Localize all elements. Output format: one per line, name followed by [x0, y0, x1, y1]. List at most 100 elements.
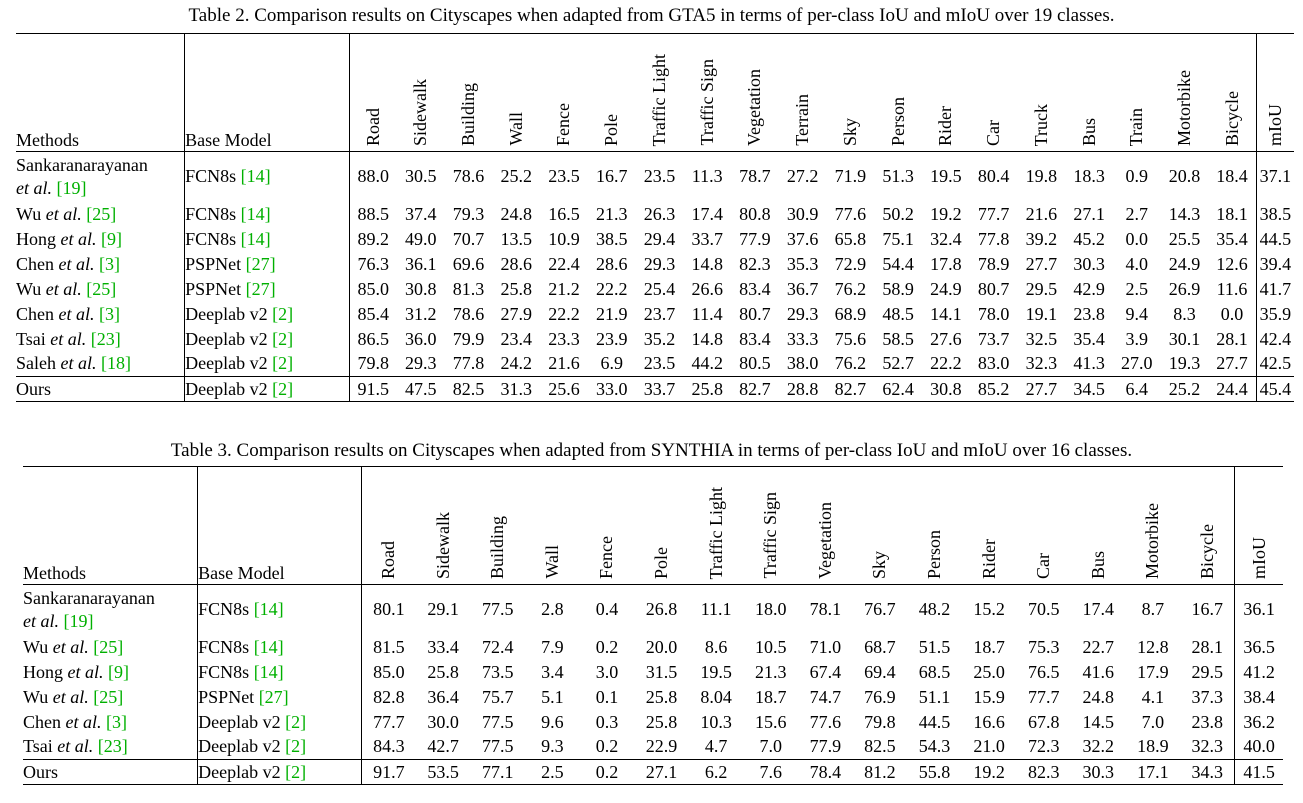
iou-cell-person: 55.8 — [907, 759, 962, 785]
header-class-label: Car — [983, 120, 1004, 146]
method-citation-link[interactable]: [25] — [93, 686, 124, 707]
base-model-citation-link[interactable]: [2] — [272, 303, 294, 324]
base-model-citation-link[interactable]: [2] — [285, 761, 307, 782]
method-citation-link[interactable]: [18] — [101, 353, 131, 374]
iou-cell-sidewalk: 33.4 — [427, 636, 459, 657]
base-model-name: FCN8s — [185, 166, 237, 187]
method-citation-link[interactable]: [25] — [93, 636, 124, 657]
method-citation-link[interactable]: [9] — [108, 661, 129, 682]
header-class-truck: Truck — [1017, 33, 1066, 152]
method-citation-link[interactable]: [9] — [101, 228, 122, 249]
iou-cell-bicycle: 24.4 — [1208, 376, 1257, 402]
base-model-cell: FCN8s [14] — [184, 226, 350, 252]
base-model-citation-link[interactable]: [2] — [285, 711, 307, 732]
iou-cell-bus: 18.3 — [1073, 166, 1105, 187]
iou-cell-person: 54.3 — [918, 736, 951, 757]
iou-cell-traffic-sign: 11.3 — [691, 166, 723, 187]
table-row: Chen et al. [3] PSPNet [27] 76.3 36.1 69.6 28… — [16, 251, 1294, 277]
iou-cell-sidewalk: 49.0 — [405, 228, 437, 249]
method-name: Chen — [16, 303, 54, 324]
base-model-cell: Deeplab v2 [2] — [184, 351, 350, 377]
method-name: Chen — [23, 711, 61, 732]
iou-cell-pole: 20.0 — [645, 636, 678, 657]
base-model-citation-link[interactable]: [27] — [258, 686, 289, 707]
base-model-cell: Deeplab v2 [2] — [184, 301, 350, 327]
iou-cell-sky: 68.7 — [864, 636, 896, 657]
iou-cell-vegetation: 80.7 — [739, 303, 771, 324]
method-name: Tsai — [23, 736, 53, 757]
method-citation-link[interactable]: [3] — [99, 303, 120, 324]
iou-cell-traffic-sign: 33.7 — [691, 228, 723, 249]
iou-cell-car: 83.0 — [977, 353, 1010, 374]
method-citation-link[interactable]: [25] — [86, 203, 117, 224]
header-class-building: Building — [470, 466, 526, 585]
iou-cell-traffic-sign: 26.6 — [691, 278, 723, 299]
iou-cell-building: 77.8 — [452, 353, 485, 374]
iou-cell-building: 77.5 — [482, 736, 514, 757]
iou-cell-bus: 41.3 — [1073, 353, 1105, 374]
method-citation-link[interactable]: [23] — [90, 328, 121, 349]
base-model-citation-link[interactable]: [14] — [253, 636, 284, 657]
iou-cell-traffic-sign: 7.6 — [743, 759, 799, 785]
iou-cell-sky: 68.9 — [834, 303, 867, 324]
table3-caption: Table 3. Comparison results on Cityscape… — [170, 440, 1133, 461]
iou-cell-building: 77.1 — [470, 759, 526, 785]
base-model-citation-link[interactable]: [2] — [272, 353, 294, 374]
iou-cell-car: 70.5 — [1027, 599, 1060, 620]
iou-cell-fence: 22.4 — [548, 253, 580, 274]
base-model-citation-link[interactable]: [14] — [240, 228, 271, 249]
iou-cell-bicycle: 35.4 — [1216, 228, 1248, 249]
table2: Methods Base Model Road Sidewalk Building Wal… — [16, 33, 1294, 402]
miou-cell: 40.0 — [1234, 734, 1283, 760]
iou-cell-bicycle: 12.6 — [1216, 253, 1248, 274]
base-model-citation-link[interactable]: [2] — [285, 736, 307, 757]
method-cell: Chen et al. [3] — [23, 710, 198, 735]
iou-cell-sidewalk: 30.8 — [405, 278, 437, 299]
base-model-citation-link[interactable]: [14] — [240, 203, 271, 224]
iou-cell-bus: 35.4 — [1073, 328, 1105, 349]
iou-cell-car: 77.7 — [977, 203, 1010, 224]
header-class-label: Pole — [601, 113, 622, 146]
header-class-label: Fence — [596, 536, 617, 579]
iou-cell-road: 84.3 — [360, 734, 416, 760]
iou-cell-traffic-sign: 18.0 — [754, 599, 787, 620]
method-etal: et al. — [16, 177, 52, 198]
miou-cell: 35.9 — [1255, 301, 1294, 327]
method-citation-link[interactable]: [3] — [106, 711, 127, 732]
iou-cell-motorbike: 30.1 — [1168, 328, 1201, 349]
iou-cell-vegetation: 82.7 — [731, 376, 779, 402]
iou-cell-vegetation: 83.4 — [739, 278, 771, 299]
iou-cell-motorbike: 20.8 — [1168, 166, 1201, 187]
iou-cell-vegetation: 77.6 — [809, 711, 842, 732]
base-model-citation-link[interactable]: [14] — [240, 166, 271, 187]
iou-cell-pole: 26.8 — [645, 599, 678, 620]
table-row: Chen et al. [3] Deeplab v2 [2] 85.4 31.2 78.… — [16, 301, 1294, 327]
base-model-citation-link[interactable]: [2] — [272, 328, 294, 349]
miou-cell: 44.5 — [1255, 226, 1294, 252]
iou-cell-motorbike: 8.7 — [1141, 599, 1165, 620]
method-name: Sankaranarayanan — [16, 154, 148, 175]
base-model-name: FCN8s — [198, 636, 250, 657]
iou-cell-road: 81.5 — [360, 634, 416, 660]
iou-cell-fence: 25.6 — [540, 376, 588, 402]
base-model-citation-link[interactable]: [27] — [245, 253, 276, 274]
method-citation-link[interactable]: [25] — [86, 278, 117, 299]
iou-cell-bicycle: 0.0 — [1220, 303, 1244, 324]
table-row: Chen et al. [3] Deeplab v2 [2] 77.7 30.0 77.… — [23, 709, 1283, 735]
iou-cell-wall: 24.2 — [500, 353, 533, 374]
iou-cell-building: 72.4 — [482, 636, 514, 657]
method-citation-link[interactable]: [3] — [99, 253, 120, 274]
base-model-citation-link[interactable]: [14] — [253, 661, 284, 682]
iou-cell-car: 77.8 — [977, 228, 1010, 249]
method-citation-link[interactable]: [19] — [63, 610, 94, 631]
base-model-citation-link[interactable]: [14] — [253, 599, 284, 620]
base-model-citation-link[interactable]: [2] — [272, 378, 294, 399]
header-class-road: Road — [348, 33, 397, 152]
base-model-name: Deeplab v2 — [185, 303, 268, 324]
base-model-citation-link[interactable]: [27] — [245, 278, 276, 299]
method-citation-link[interactable]: [19] — [56, 177, 87, 198]
iou-cell-motorbike: 25.5 — [1168, 228, 1201, 249]
method-citation-link[interactable]: [23] — [97, 736, 128, 757]
table-row: Tsai et al. [23] Deeplab v2 [2] 84.3 42.7 77… — [23, 734, 1283, 760]
iou-cell-wall: 7.9 — [541, 636, 564, 657]
